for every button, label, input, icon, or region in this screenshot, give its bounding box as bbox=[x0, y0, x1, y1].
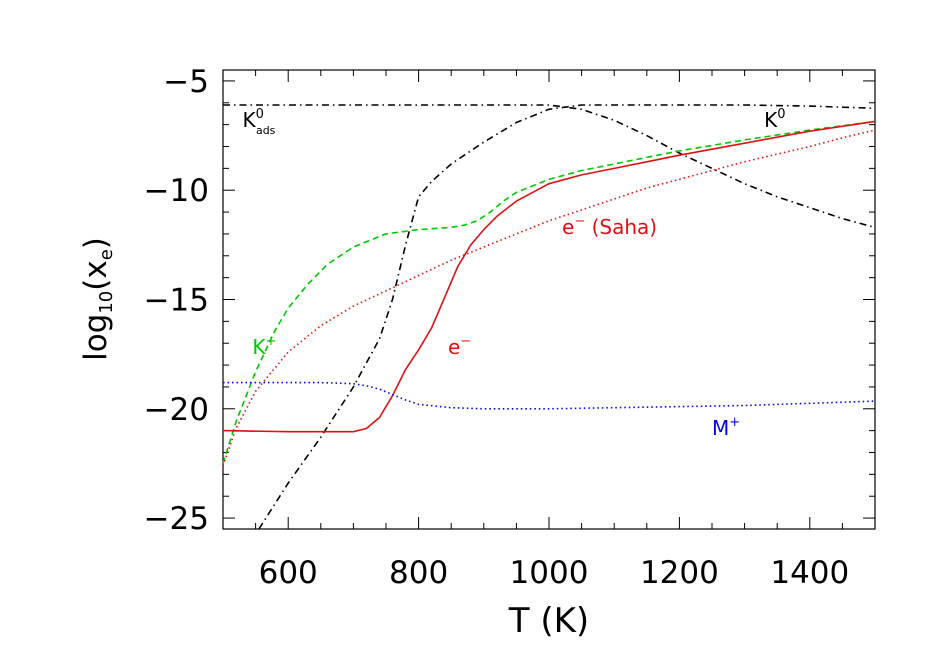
y-axis-label-argsub: e bbox=[96, 249, 117, 260]
series-line-k0 bbox=[258, 104, 876, 530]
y-axis-label-main: log bbox=[78, 314, 114, 361]
series-label-k0_ads: K0 ads bbox=[243, 107, 276, 137]
series-group bbox=[222, 104, 876, 530]
x-axis-label: T (K) bbox=[508, 601, 589, 641]
series-line-k0_ads bbox=[223, 104, 876, 229]
tick-labels: 600 800 1000 1200 1400 −5 −10 −15 −20 −25 bbox=[144, 64, 850, 591]
series-line-e_minus bbox=[222, 120, 876, 433]
y-axis-label: log10(xe) bbox=[78, 237, 117, 361]
series-line-k_plus bbox=[222, 120, 876, 464]
series-label-e_minus: e− bbox=[448, 334, 471, 359]
series-line-m_plus bbox=[223, 381, 876, 410]
y-tick-label: −5 bbox=[163, 64, 209, 100]
y-tick-label: −20 bbox=[144, 392, 209, 428]
x-tick-label: 600 bbox=[259, 555, 318, 591]
y-tick-label: −15 bbox=[144, 283, 209, 319]
plot-frame bbox=[222, 69, 876, 530]
series-line-e_saha bbox=[222, 129, 876, 466]
series-label-k_plus: K+ bbox=[252, 334, 276, 359]
x-tick-label: 1400 bbox=[770, 555, 849, 591]
x-tick-label: 800 bbox=[389, 555, 448, 591]
axis-ticks bbox=[222, 70, 876, 529]
y-axis-label-open: (x bbox=[78, 260, 114, 290]
y-tick-label: −25 bbox=[144, 501, 209, 537]
y-axis-label-close: ) bbox=[78, 237, 114, 249]
series-label-k0: K0 bbox=[764, 107, 785, 132]
y-tick-label: −10 bbox=[144, 173, 209, 209]
series-label-m_plus: M+ bbox=[712, 415, 740, 440]
x-tick-label: 1200 bbox=[640, 555, 719, 591]
y-axis-label-sub: 10 bbox=[96, 291, 117, 314]
x-tick-label: 1000 bbox=[510, 555, 589, 591]
series-label-e_saha: e− (Saha) bbox=[562, 214, 657, 239]
series-labels: K0 ads K0 K+ e− e− (Saha) M+ bbox=[243, 107, 786, 440]
